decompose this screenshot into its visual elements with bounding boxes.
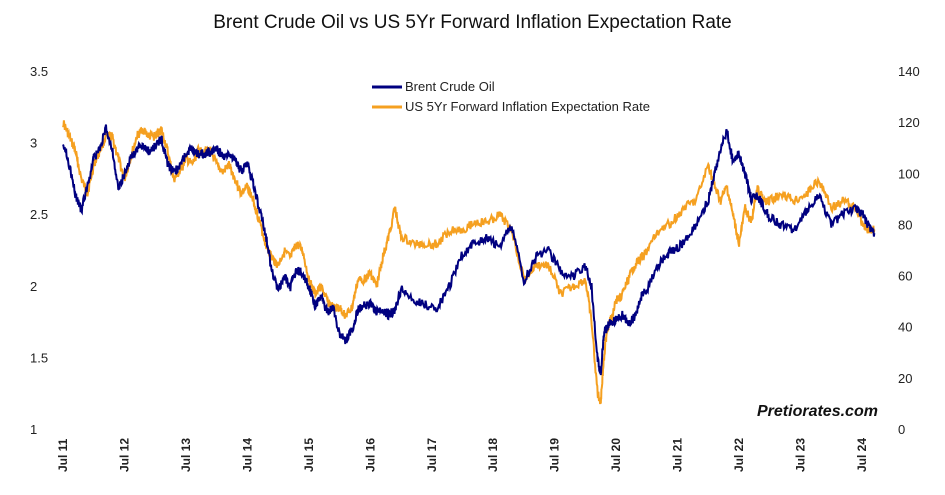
x-tick-label: Jul 17 (425, 438, 439, 472)
left-tick-label: 3 (30, 136, 37, 151)
x-tick-label: Jul 11 (56, 438, 70, 472)
left-tick-label: 2.5 (30, 207, 48, 222)
x-tick-label: Jul 21 (671, 438, 685, 472)
left-tick-label: 3.5 (30, 64, 48, 79)
right-tick-label: 60 (898, 269, 912, 284)
series-layer (62, 120, 876, 405)
right-tick-label: 140 (898, 64, 920, 79)
left-tick-label: 2 (30, 279, 37, 294)
legend: Brent Crude Oil US 5Yr Forward Inflation… (372, 79, 650, 114)
x-tick-label: Jul 19 (548, 438, 562, 472)
x-tick-label: Jul 16 (363, 438, 377, 472)
series-line-inflation-expectation (62, 120, 876, 405)
right-tick-label: 100 (898, 166, 920, 181)
x-tick-label: Jul 20 (609, 438, 623, 472)
right-tick-label: 0 (898, 422, 905, 437)
right-tick-label: 120 (898, 115, 920, 130)
x-axis: Jul 11 Jul 12 Jul 13 Jul 14 Jul 15 Jul 16 Jul … (56, 438, 869, 472)
left-tick-label: 1.5 (30, 350, 48, 365)
x-tick-label: Jul 14 (240, 438, 254, 472)
x-tick-label: Jul 12 (117, 438, 131, 472)
x-tick-label: Jul 22 (732, 438, 746, 472)
chart-title: Brent Crude Oil vs US 5Yr Forward Inflat… (213, 12, 732, 33)
series-line-brent-crude (62, 124, 876, 376)
x-tick-label: Jul 23 (794, 438, 808, 472)
watermark: Pretiorates.com (757, 403, 878, 420)
legend-label-inflation: US 5Yr Forward Inflation Expectation Rat… (405, 99, 650, 114)
left-tick-label: 1 (30, 422, 37, 437)
x-tick-label: Jul 15 (302, 438, 316, 472)
right-tick-label: 40 (898, 320, 912, 335)
x-tick-label: Jul 24 (855, 438, 869, 472)
right-tick-label: 20 (898, 371, 912, 386)
legend-label-brent: Brent Crude Oil (405, 79, 495, 94)
x-tick-label: Jul 13 (179, 438, 193, 472)
left-y-axis: 1 1.5 2 2.5 3 3.5 (30, 64, 48, 437)
right-tick-label: 80 (898, 217, 912, 232)
x-tick-label: Jul 18 (486, 438, 500, 472)
right-y-axis: 0 20 40 60 80 100 120 140 (898, 64, 920, 437)
